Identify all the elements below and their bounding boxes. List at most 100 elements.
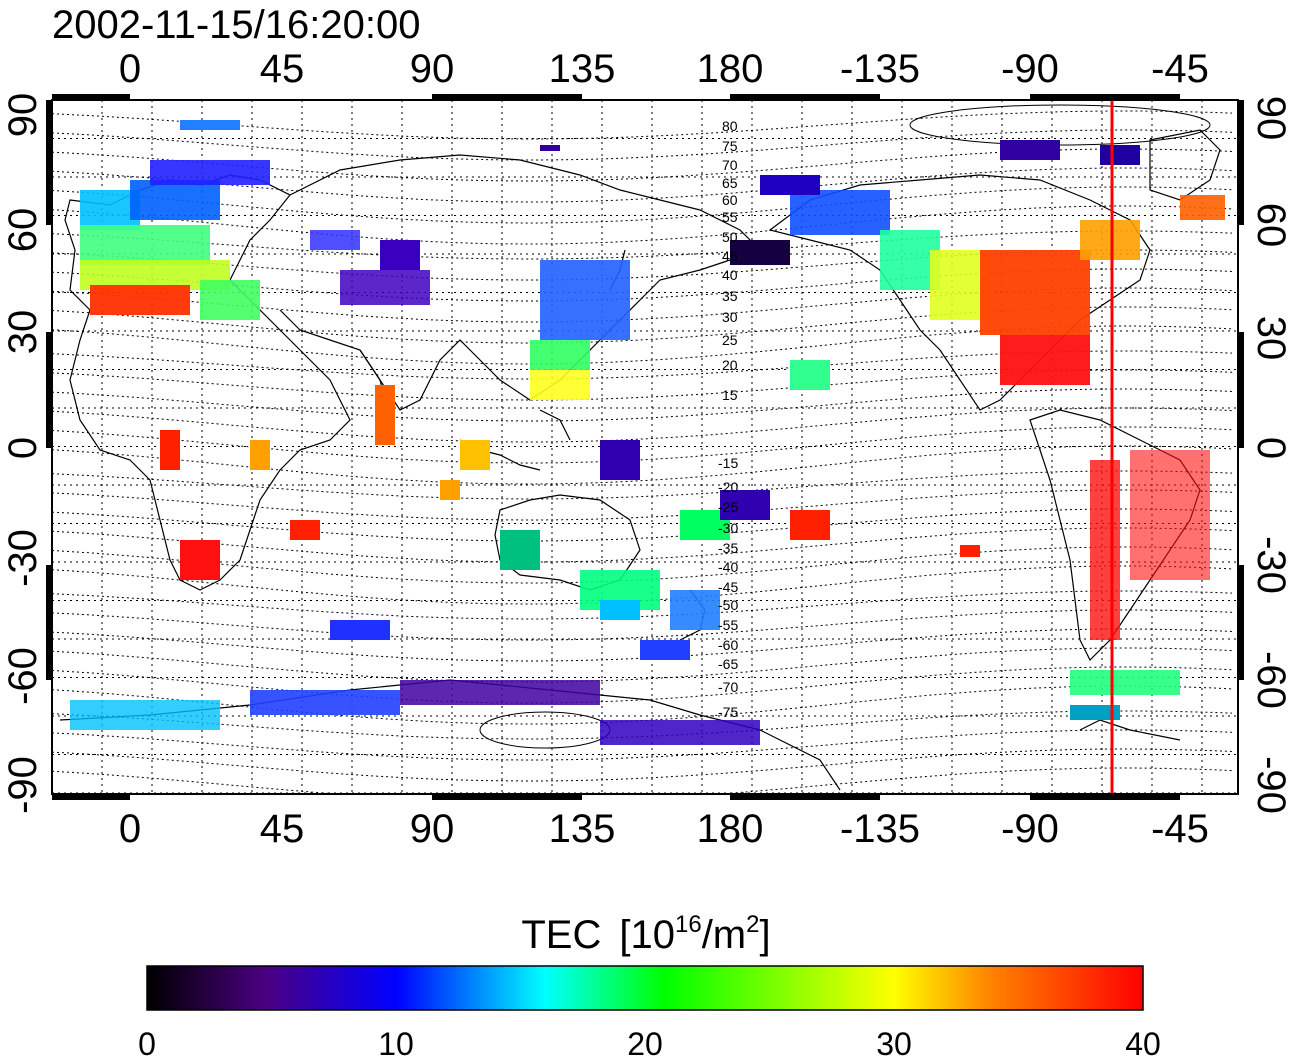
magnetic-contour xyxy=(52,527,1233,563)
top-lon-label: -90 xyxy=(1001,47,1059,91)
colorbar-tick-label: 10 xyxy=(378,1026,414,1057)
colorbar-tick-label: 20 xyxy=(627,1026,663,1057)
magnetic-labels-south: -15 -20 -25 -30 -35 -40 -45 -50 -55 -60 … xyxy=(718,455,738,720)
magnetic-contour xyxy=(52,110,1233,140)
colorbar-tick-label: 0 xyxy=(138,1026,156,1057)
right-lat-label: 30 xyxy=(1249,316,1292,361)
magnetic-contour xyxy=(52,426,1233,464)
colorbar-gradient xyxy=(146,965,1144,1011)
magnetic-contour xyxy=(52,129,1233,161)
mag-lat-label: -70 xyxy=(718,679,738,695)
mag-lat-label: -25 xyxy=(718,499,738,515)
top-lon-label: 45 xyxy=(260,47,305,91)
colorbar-tick-label: 40 xyxy=(1125,1026,1161,1057)
mag-lat-label: -20 xyxy=(718,479,738,495)
right-latitude-axis: 90 60 30 0 -30 -60 -90 xyxy=(1249,96,1292,814)
top-lon-label: 135 xyxy=(549,47,616,91)
magnetic-contour xyxy=(52,666,1233,704)
frame-tick-bars xyxy=(46,94,1244,800)
right-lat-label: 60 xyxy=(1249,203,1292,248)
mag-lat-label: 55 xyxy=(722,209,738,225)
mag-lat-label: -40 xyxy=(718,559,738,575)
magnetic-contour xyxy=(52,729,1233,761)
left-lat-label: 90 xyxy=(1,93,45,138)
mag-lat-label: 70 xyxy=(722,157,738,173)
magnetic-contour xyxy=(52,767,1233,794)
bottom-lon-label: -135 xyxy=(840,807,920,851)
bottom-lon-label: 90 xyxy=(410,807,455,851)
magnetic-contour xyxy=(52,590,1233,620)
magnetic-contour xyxy=(52,445,1233,485)
mag-lat-label: 45 xyxy=(722,248,738,264)
mag-lat-label: 40 xyxy=(722,267,738,283)
mag-lat-label: 80 xyxy=(722,118,738,134)
magnetic-contour xyxy=(52,186,1233,224)
top-lon-label: 90 xyxy=(410,47,455,91)
magnetic-contour xyxy=(52,230,1233,260)
plot-area: 80 75 70 65 60 55 50 45 40 35 30 25 20 1… xyxy=(52,100,1238,794)
colorbar: TEC [1016/m2] 0 10 20 30 40 xyxy=(138,911,1161,1057)
bottom-lon-label: 180 xyxy=(697,807,764,851)
magnetic-contour xyxy=(52,489,1233,521)
right-lat-label: 0 xyxy=(1249,437,1292,459)
bottom-lon-label: -90 xyxy=(1001,807,1059,851)
bottom-lon-label: 45 xyxy=(260,807,305,851)
left-latitude-axis: 90 60 30 0 -30 -60 -90 xyxy=(1,93,45,814)
right-lat-label: -60 xyxy=(1249,651,1292,709)
mag-lat-label: 30 xyxy=(722,309,738,325)
timestamp-title: 2002-11-15/16:20:00 xyxy=(52,3,420,47)
magnetic-contour xyxy=(52,647,1233,683)
mag-lat-label: 15 xyxy=(722,387,738,403)
magnetic-contour xyxy=(52,388,1233,422)
top-lon-label: -135 xyxy=(840,47,920,91)
mag-lat-label: -55 xyxy=(718,617,738,633)
right-lat-label: -30 xyxy=(1249,536,1292,594)
right-lat-label: -90 xyxy=(1249,756,1292,814)
tec-data-points xyxy=(70,120,1225,745)
colorbar-tick-label: 30 xyxy=(876,1026,912,1057)
top-lon-label: -45 xyxy=(1151,47,1209,91)
mag-lat-label: -60 xyxy=(718,637,738,653)
mag-lat-label: 65 xyxy=(722,175,738,191)
magnetic-contour xyxy=(52,407,1233,443)
mag-lat-label: 25 xyxy=(722,332,738,348)
colorbar-title: TEC [1016/m2] xyxy=(521,911,770,957)
colorbar-ticks: 0 10 20 30 40 xyxy=(138,1026,1161,1057)
left-lat-label: 0 xyxy=(1,437,45,459)
mag-lat-label: 20 xyxy=(722,357,738,373)
left-lat-label: -30 xyxy=(1,529,45,587)
mag-lat-label: 60 xyxy=(722,192,738,208)
mag-lat-label: -15 xyxy=(718,455,738,471)
mag-lat-label: 75 xyxy=(722,138,738,154)
magnetic-contour xyxy=(52,350,1233,380)
bottom-longitude-axis: 0 45 90 135 180 -135 -90 -45 xyxy=(119,807,1209,851)
mag-lat-label: -30 xyxy=(718,520,738,536)
mag-lat-label: -50 xyxy=(718,597,738,613)
bottom-lon-label: 0 xyxy=(119,807,141,851)
mag-lat-label: -65 xyxy=(718,656,738,672)
bottom-lon-label: -45 xyxy=(1151,807,1209,851)
mag-lat-label: -45 xyxy=(718,579,738,595)
left-lat-label: -90 xyxy=(1,756,45,814)
top-lon-label: 180 xyxy=(697,47,764,91)
bottom-lon-label: 135 xyxy=(549,807,616,851)
plot-frame xyxy=(51,99,1239,795)
mag-lat-label: -75 xyxy=(718,704,738,720)
mag-lat-label: -35 xyxy=(718,540,738,556)
left-lat-label: -60 xyxy=(1,647,45,705)
magnetic-contour xyxy=(52,470,1233,500)
magnetic-contour xyxy=(52,205,1233,245)
mag-lat-label: 35 xyxy=(722,288,738,304)
left-lat-label: 30 xyxy=(1,310,45,355)
top-lon-label: 0 xyxy=(119,47,141,91)
right-lat-label: 90 xyxy=(1249,96,1292,141)
left-lat-label: 60 xyxy=(1,208,45,253)
magnetic-contour xyxy=(52,508,1233,542)
mag-lat-label: 50 xyxy=(722,229,738,245)
top-longitude-axis: 0 45 90 135 180 -135 -90 -45 xyxy=(119,47,1209,91)
magnetic-contour xyxy=(52,748,1233,782)
magnetic-contour xyxy=(52,167,1233,203)
magnetic-contour xyxy=(52,609,1233,641)
magnetic-labels-north: 80 75 70 65 60 55 50 45 40 35 30 25 20 1… xyxy=(722,118,738,403)
